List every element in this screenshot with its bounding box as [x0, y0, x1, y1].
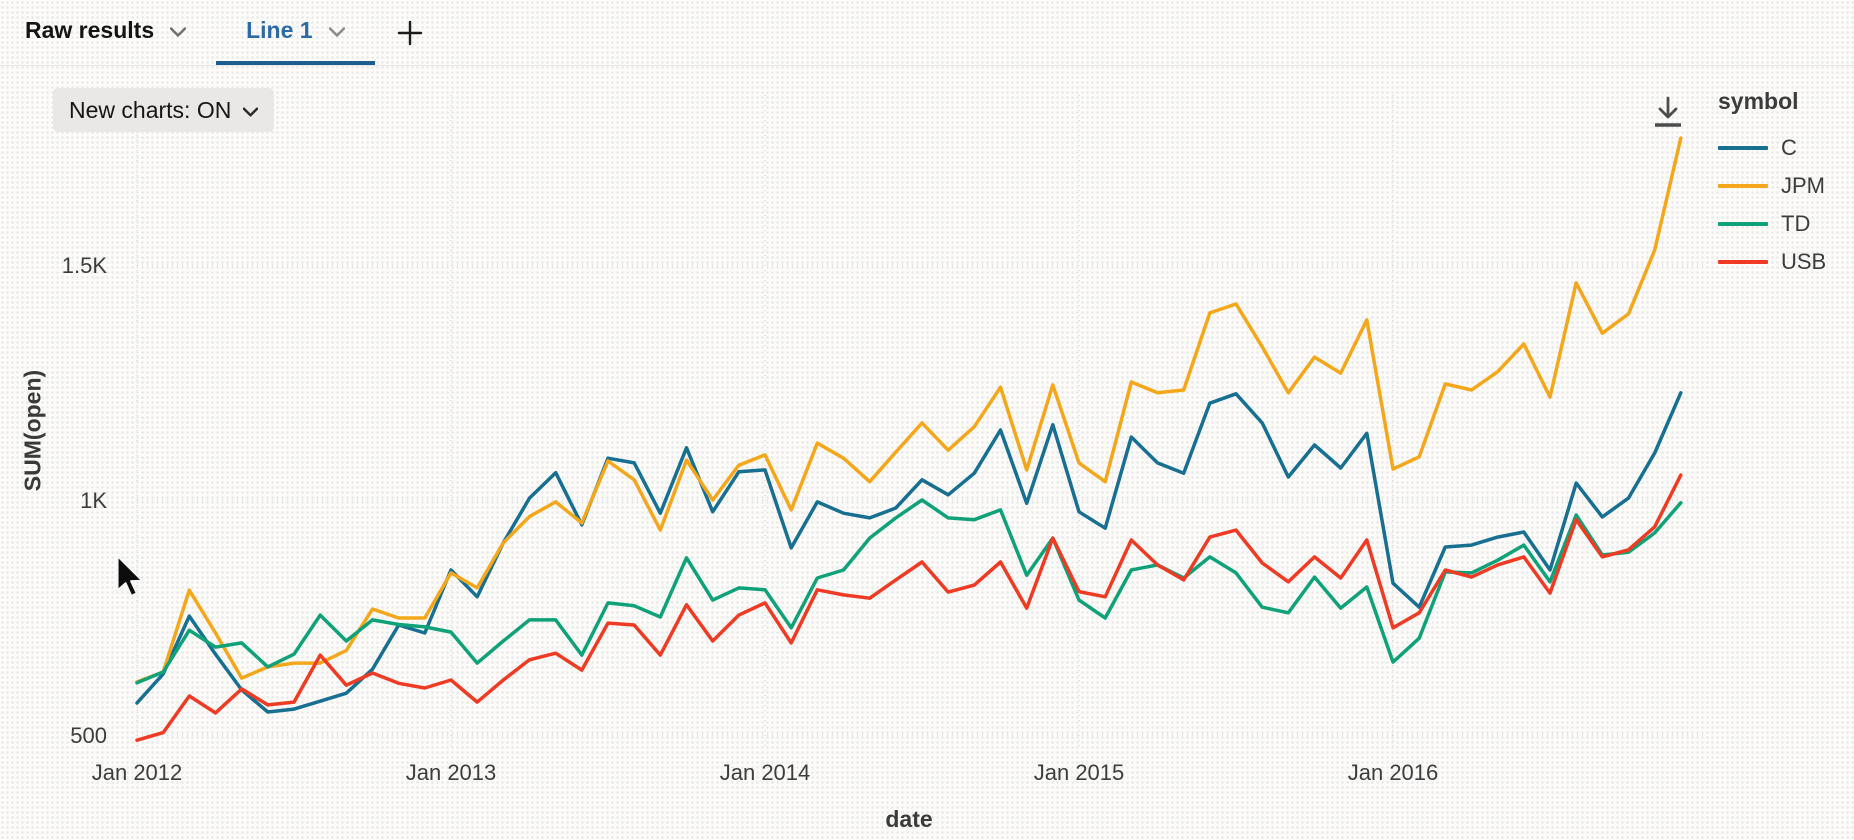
- tab-line-1-label: Line 1: [246, 17, 313, 43]
- series-line-JPM: [135, 136, 1683, 684]
- series-line-USB: [135, 473, 1683, 742]
- plus-icon: [397, 20, 423, 46]
- chart-legend: symbol C JPM TD USB: [1718, 88, 1848, 281]
- legend-swatch-icon: [1718, 260, 1768, 264]
- legend-swatch-icon: [1718, 184, 1768, 188]
- legend-title: symbol: [1718, 88, 1799, 114]
- chevron-down-icon[interactable]: [328, 27, 345, 37]
- tab-raw-results[interactable]: Raw results: [0, 0, 216, 65]
- chevron-down-icon[interactable]: [170, 27, 187, 37]
- legend-item-JPM[interactable]: JPM: [1718, 167, 1848, 205]
- legend-swatch-icon: [1718, 146, 1768, 150]
- legend-swatch-icon: [1718, 222, 1768, 226]
- legend-item-label: JPM: [1781, 173, 1825, 198]
- x-tick-label: Jan 2013: [406, 760, 497, 785]
- tab-raw-results-label: Raw results: [25, 17, 155, 43]
- add-chart-button[interactable]: [381, 0, 439, 65]
- y-tick-label: 500: [70, 723, 107, 748]
- series-line-TD: [135, 498, 1683, 685]
- new-charts-toggle[interactable]: New charts: ON: [53, 88, 275, 132]
- legend-item-label: USB: [1781, 249, 1827, 274]
- download-icon: [1650, 92, 1690, 132]
- new-charts-toggle-label: New charts: ON: [69, 96, 232, 123]
- legend-item-label: TD: [1781, 211, 1811, 236]
- x-axis-title: date: [885, 806, 933, 832]
- legend-items: C JPM TD USB: [1718, 129, 1848, 281]
- chevron-down-icon: [243, 107, 259, 117]
- x-tick-label: Jan 2016: [1348, 760, 1439, 785]
- legend-item-C[interactable]: C: [1718, 129, 1848, 167]
- y-tick-label: 1K: [80, 488, 107, 513]
- legend-item-TD[interactable]: TD: [1718, 205, 1848, 243]
- download-chart-button[interactable]: [1650, 92, 1690, 136]
- y-tick-label: 1.5K: [62, 253, 108, 278]
- series-line-C: [135, 391, 1683, 714]
- legend-item-label: C: [1781, 135, 1797, 160]
- tab-line-1[interactable]: Line 1: [216, 0, 375, 65]
- x-tick-label: Jan 2014: [720, 760, 811, 785]
- x-tick-label: Jan 2015: [1034, 760, 1125, 785]
- tab-bar: Raw results Line 1: [0, 0, 1854, 66]
- legend-item-USB[interactable]: USB: [1718, 243, 1848, 281]
- x-tick-label: Jan 2012: [92, 760, 183, 785]
- y-axis-title: SUM(open): [19, 369, 46, 492]
